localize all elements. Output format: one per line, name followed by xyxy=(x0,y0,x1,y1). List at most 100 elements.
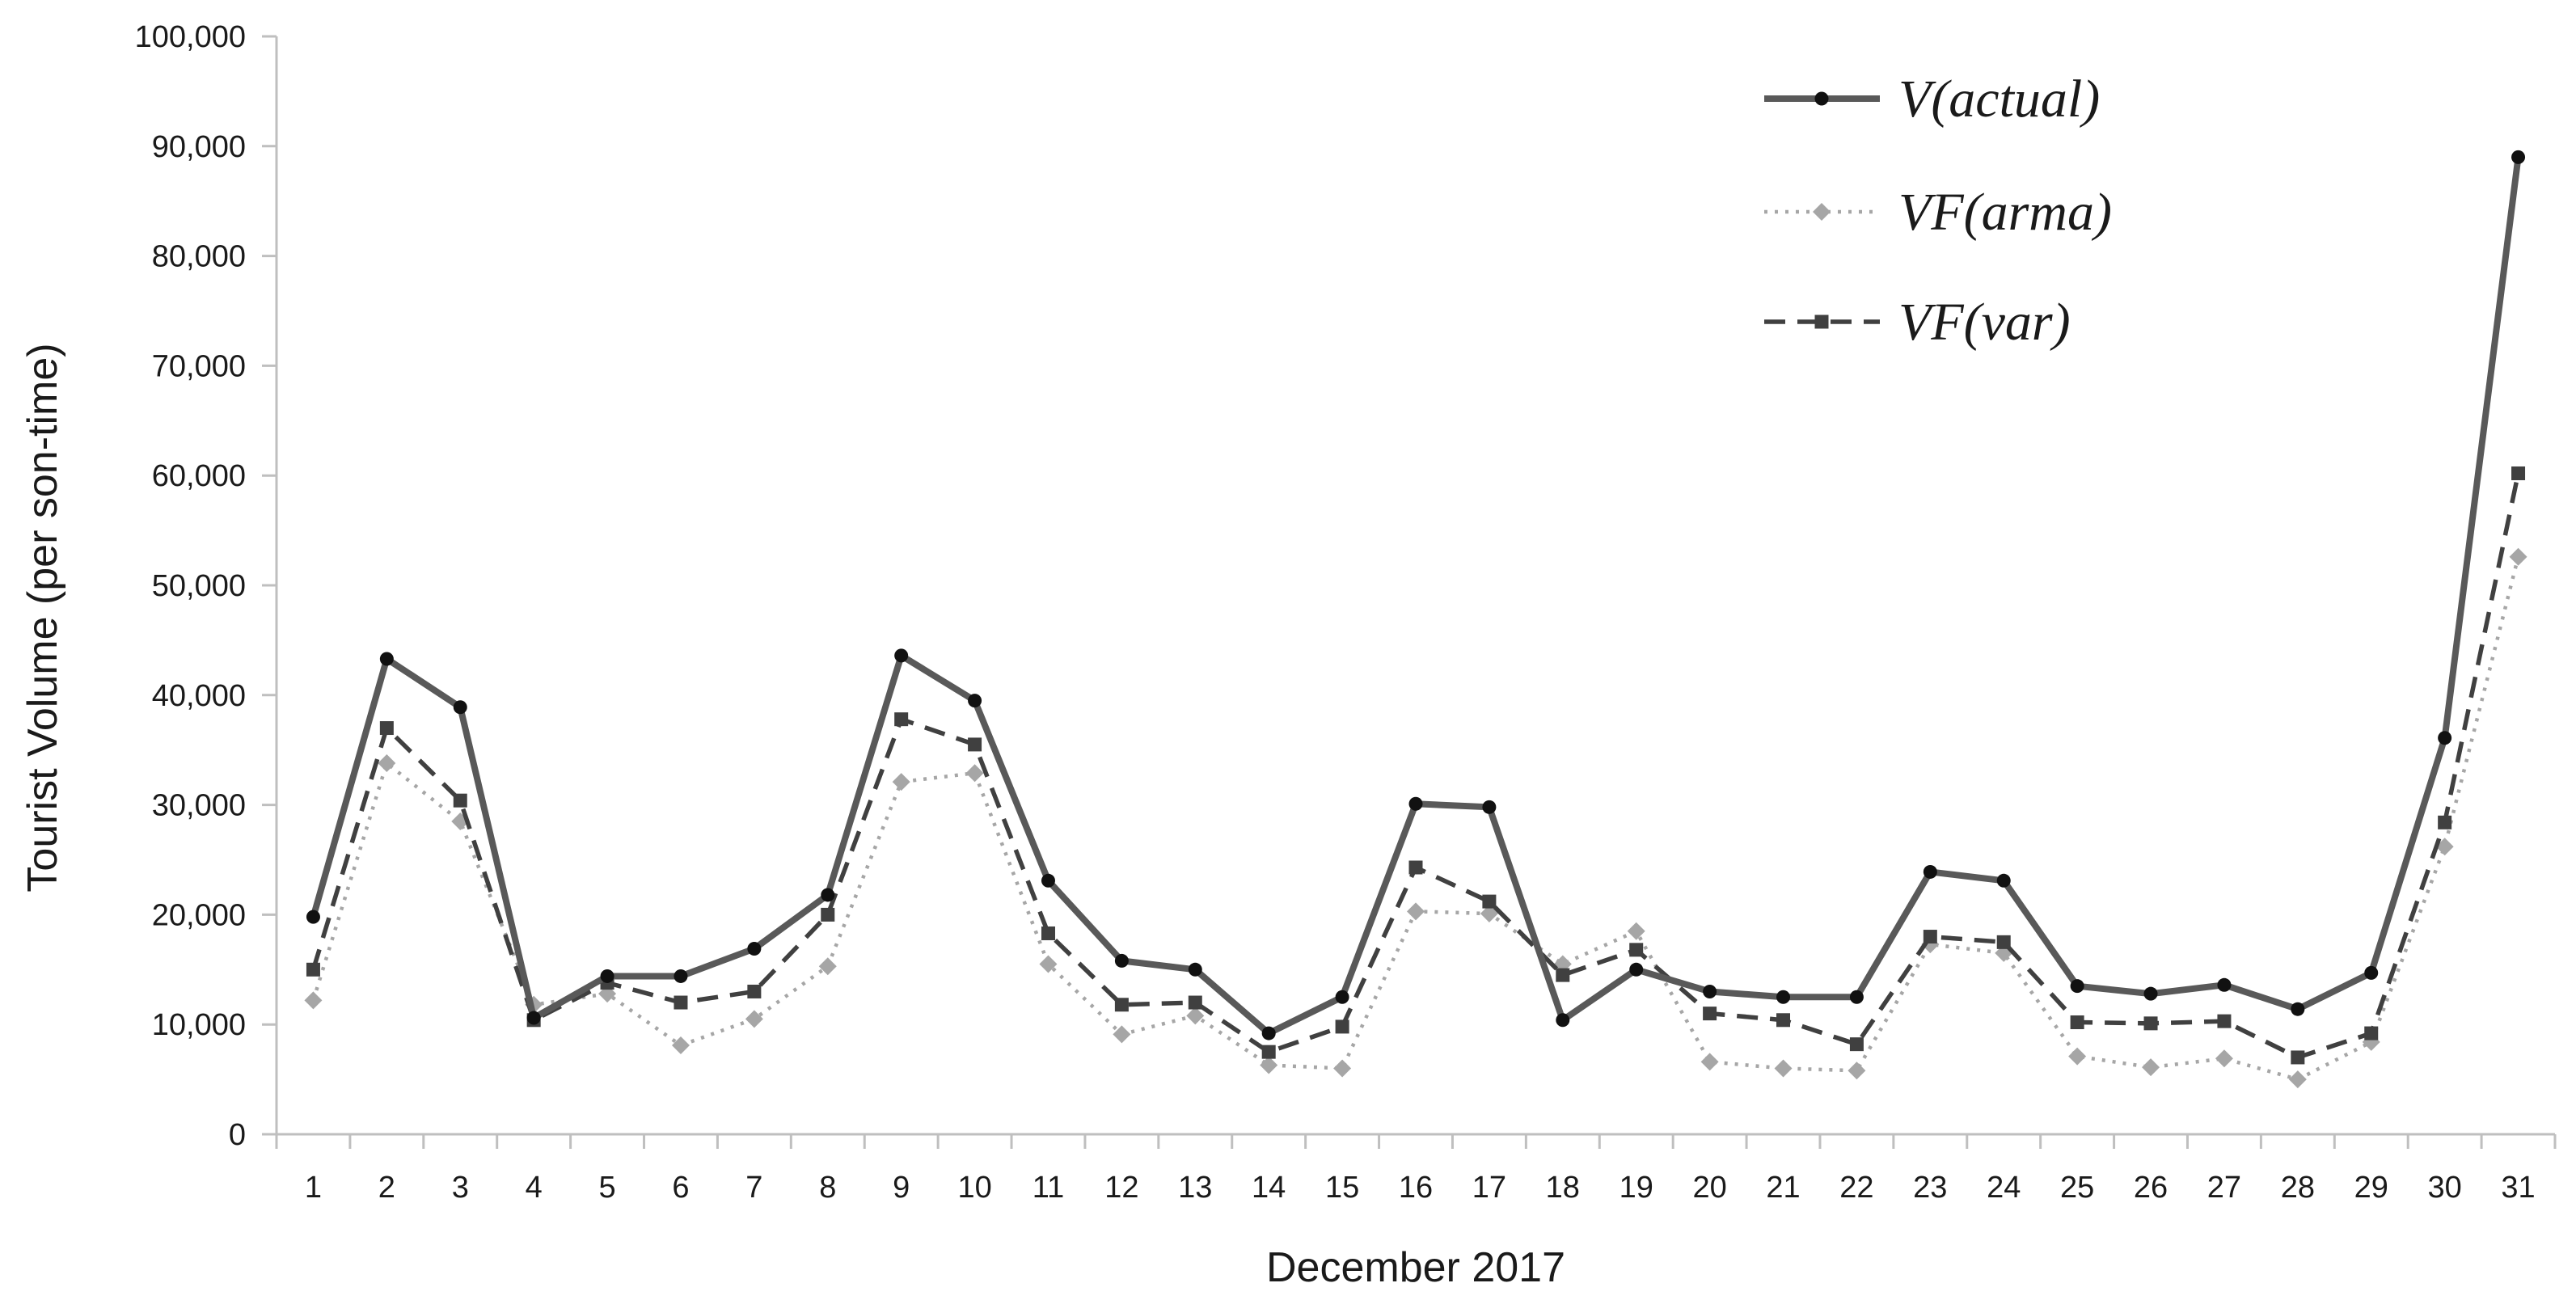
data-point xyxy=(526,1011,541,1025)
x-tick-label: 10 xyxy=(957,1171,991,1205)
y-tick-labels: 0 10,000 20,000 30,000 40,000 50,000 60,000 70,… xyxy=(135,20,246,1152)
data-point xyxy=(1188,995,1202,1010)
x-tick-label: 8 xyxy=(819,1171,836,1205)
data-point xyxy=(747,984,762,998)
series-line xyxy=(311,556,2520,1082)
data-point xyxy=(2291,1050,2305,1065)
data-point xyxy=(1113,1025,1131,1044)
data-point xyxy=(1923,930,1937,944)
y-tick-label: 50,000 xyxy=(152,569,246,603)
series-line xyxy=(310,156,2522,1037)
data-point xyxy=(2364,965,2379,980)
data-point xyxy=(1480,905,1498,923)
x-tick-label: 17 xyxy=(1472,1171,1506,1205)
series-v-actual xyxy=(306,150,2526,1040)
x-tick-label: 9 xyxy=(893,1171,910,1205)
x-tick-label: 13 xyxy=(1178,1171,1212,1205)
data-point xyxy=(1260,1056,1278,1074)
data-point xyxy=(1996,873,2011,888)
x-tick-label: 23 xyxy=(1913,1171,1947,1205)
data-point xyxy=(965,764,984,783)
data-point xyxy=(1335,990,1349,1004)
legend-marker xyxy=(1814,91,1829,106)
data-point xyxy=(2070,979,2084,994)
data-point xyxy=(894,648,909,663)
data-point xyxy=(821,907,835,922)
y-tick-label: 100,000 xyxy=(135,20,246,54)
data-point xyxy=(2142,1058,2160,1077)
data-point xyxy=(2511,150,2526,164)
data-point xyxy=(1041,873,1055,888)
x-tick-label: 1 xyxy=(305,1171,322,1205)
y-tick-label: 20,000 xyxy=(152,898,246,932)
data-point xyxy=(2435,838,2454,856)
data-point xyxy=(1627,922,1645,940)
data-point xyxy=(2143,1016,2158,1031)
y-tick-label: 10,000 xyxy=(152,1008,246,1042)
y-tick-label: 0 xyxy=(229,1118,246,1152)
x-tick-label: 26 xyxy=(2134,1171,2168,1205)
data-point xyxy=(2217,1014,2232,1028)
x-tick-label: 3 xyxy=(452,1171,469,1205)
data-point xyxy=(453,793,467,808)
data-point xyxy=(2291,1002,2305,1016)
series-layer xyxy=(304,150,2527,1089)
x-tick-label: 19 xyxy=(1620,1171,1653,1205)
data-point xyxy=(2509,547,2527,566)
data-point xyxy=(1114,998,1129,1012)
y-axis-label: Tourist Volume (per son-time) xyxy=(19,343,66,892)
data-point xyxy=(304,991,323,1010)
x-tick-label: 27 xyxy=(2207,1171,2241,1205)
data-point xyxy=(745,1010,763,1028)
data-point xyxy=(2143,986,2158,1001)
legend-label: V(actual) xyxy=(1898,70,2100,129)
x-tick-label: 7 xyxy=(745,1171,762,1205)
x-tick-label: 4 xyxy=(526,1171,543,1205)
legend-item: VF(arma) xyxy=(1764,183,2112,242)
data-point xyxy=(1333,1059,1352,1078)
x-tick-label: 15 xyxy=(1325,1171,1359,1205)
data-point xyxy=(894,712,909,727)
x-tick-label: 16 xyxy=(1399,1171,1433,1205)
data-point xyxy=(968,694,982,708)
data-point xyxy=(1629,962,1644,977)
y-tick-label: 80,000 xyxy=(152,240,246,274)
data-point xyxy=(1039,955,1058,973)
data-point xyxy=(674,995,688,1010)
data-point xyxy=(2364,1026,2379,1040)
legend-item: VF(var) xyxy=(1764,293,2071,352)
data-point xyxy=(1923,864,1937,879)
data-point xyxy=(1776,990,1791,1004)
x-tick-label: 5 xyxy=(598,1171,615,1205)
series-vf-arma xyxy=(304,547,2527,1089)
x-tick-label: 21 xyxy=(1766,1171,1800,1205)
data-point xyxy=(1629,943,1644,957)
x-tick-label: 30 xyxy=(2428,1171,2462,1205)
x-tick-label: 14 xyxy=(1252,1171,1286,1205)
data-point xyxy=(2215,1049,2233,1068)
y-tick-label: 60,000 xyxy=(152,459,246,493)
x-tick-label: 29 xyxy=(2354,1171,2388,1205)
data-point xyxy=(2511,466,2526,480)
x-tick-label: 24 xyxy=(1987,1171,2021,1205)
x-tick-label: 31 xyxy=(2501,1171,2535,1205)
x-tick-label: 2 xyxy=(378,1171,395,1205)
data-point xyxy=(1556,1013,1570,1028)
series-vf-var xyxy=(306,466,2526,1065)
data-point xyxy=(1261,1045,1276,1059)
x-tick-label: 18 xyxy=(1546,1171,1580,1205)
x-tick-labels: 1 2 3 4 5 6 7 8 9 10 11 12 13 14 15 16 17 18 19 20 21 22 23 24 2… xyxy=(305,1171,2536,1205)
data-point xyxy=(1408,796,1423,811)
data-point xyxy=(1482,894,1497,909)
data-point xyxy=(892,773,910,791)
data-point xyxy=(2438,731,2452,745)
legend-marker xyxy=(1814,314,1829,329)
data-point xyxy=(453,700,467,715)
x-axis-label: December 2017 xyxy=(1266,1244,1565,1291)
data-point xyxy=(2068,1047,2087,1066)
data-point xyxy=(2217,977,2232,992)
x-tick-label: 22 xyxy=(1839,1171,1873,1205)
legend: V(actual) VF(arma) VF(var) xyxy=(1764,70,2112,352)
x-tick-label: 6 xyxy=(672,1171,689,1205)
